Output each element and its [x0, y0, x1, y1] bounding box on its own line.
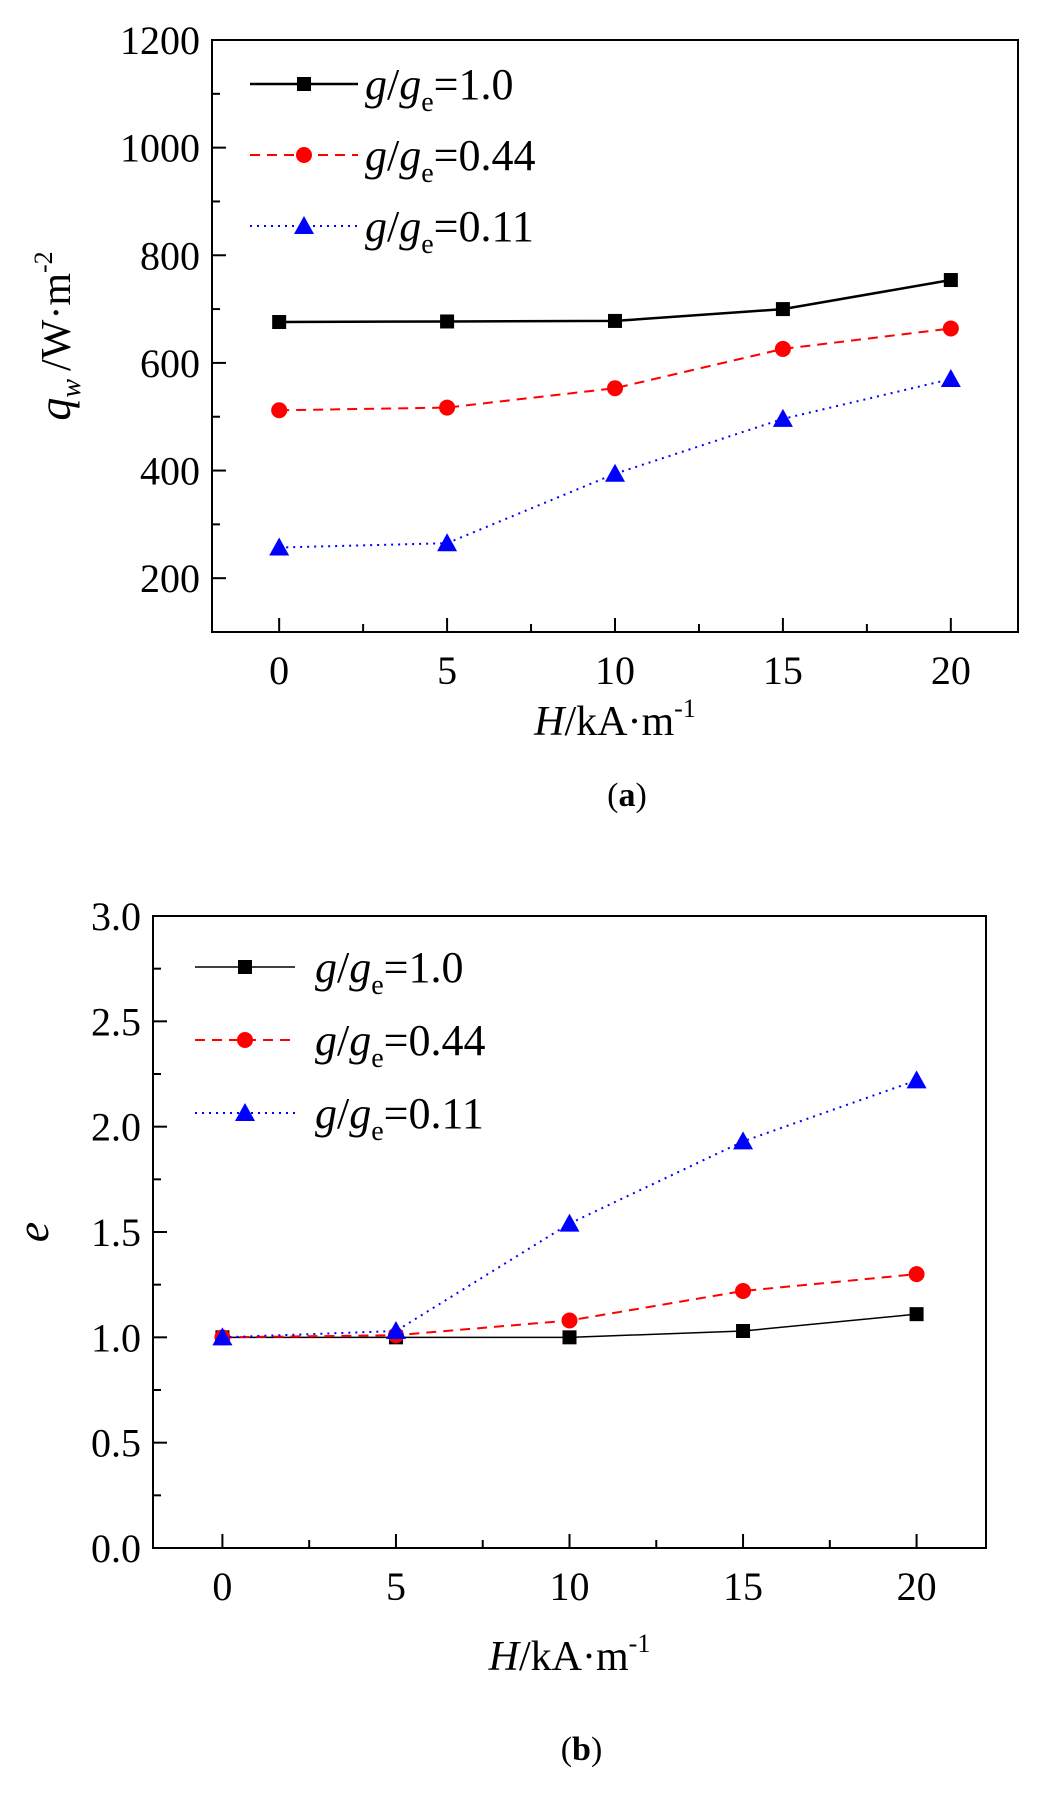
y-tick-label: 2.0: [91, 1105, 141, 1150]
x-tick-label: 0: [269, 648, 289, 693]
y-tick-label: 1.0: [91, 1315, 141, 1360]
series-g/g_e=1.0: [272, 273, 958, 330]
x-tick-label: 5: [437, 648, 457, 693]
series-line: [279, 327, 951, 412]
x-tick-label: 0: [212, 1564, 232, 1609]
x-tick-label: 20: [897, 1564, 937, 1609]
legend-entry: g/ge=0.11: [250, 202, 534, 260]
y-axis-label: e: [7, 1222, 58, 1242]
legend-marker: [237, 1032, 253, 1048]
data-point: [385, 1321, 406, 1340]
legend-marker: [235, 1103, 255, 1121]
series-g/g_e=0.11: [269, 369, 961, 556]
series-g/g_e=0.44: [271, 320, 959, 419]
legend-entry: g/ge=0.44: [195, 1016, 486, 1074]
legend-label: g/ge=0.44: [315, 1016, 486, 1074]
legend-entry: g/ge=0.11: [195, 1089, 484, 1147]
legend-marker: [294, 216, 314, 234]
x-tick-label: 15: [723, 1564, 763, 1609]
legend-entry: g/ge=1.0: [250, 60, 514, 118]
y-tick-label: 800: [140, 233, 200, 278]
data-point: [772, 408, 793, 427]
legend-label: g/ge=0.11: [365, 202, 534, 260]
y-tick-label: 2.5: [91, 999, 141, 1044]
y-tick-label: 0.0: [91, 1526, 141, 1571]
plot-frame: [211, 39, 1019, 633]
data-point: [943, 273, 958, 288]
data-point: [605, 463, 625, 482]
legend-label: g/ge=1.0: [365, 60, 514, 118]
data-point: [212, 1327, 233, 1346]
legend-label: g/ge=0.44: [365, 131, 536, 189]
data-point: [269, 537, 290, 556]
data-point: [774, 340, 791, 357]
series-g/g_e=0.11: [212, 1070, 927, 1346]
legend-entry: g/ge=1.0: [195, 943, 464, 1001]
data-point: [906, 1070, 927, 1089]
chart-panel-a: 0 5 10 15 20 200 400 600 800 1000 1200 g/ge=1.0 g/ge…: [29, 18, 1019, 745]
data-point: [735, 1282, 752, 1299]
data-point: [940, 369, 961, 388]
series-line: [279, 378, 952, 549]
data-point: [942, 320, 959, 337]
y-tick-label: 600: [140, 341, 200, 386]
y-axis-label: qw/W·m-2: [29, 251, 87, 420]
x-axis-label: H/kA·m-1: [488, 1629, 651, 1680]
data-point: [908, 1266, 925, 1283]
y-tick-label: 1.5: [91, 1210, 141, 1255]
data-point: [272, 315, 287, 330]
legend-marker: [297, 77, 311, 91]
x-tick-label: 20: [931, 648, 971, 693]
x-tick-label: 10: [550, 1564, 590, 1609]
x-axis-label: H/kA·m-1: [533, 694, 696, 745]
data-point: [607, 380, 623, 397]
data-point: [561, 1312, 578, 1329]
data-point: [608, 313, 622, 328]
data-point: [559, 1213, 580, 1232]
y-tick-label: 1200: [120, 18, 200, 63]
legend-label: g/ge=1.0: [315, 943, 464, 1001]
plot-frame: [152, 915, 987, 1549]
y-tick-label: 0.5: [91, 1421, 141, 1466]
legend-label: g/ge=0.11: [315, 1089, 484, 1147]
x-tick-label: 15: [763, 648, 803, 693]
data-point: [909, 1307, 924, 1322]
data-point: [736, 1324, 751, 1339]
y-tick-label: 200: [140, 556, 200, 601]
x-tick-label: 5: [386, 1564, 406, 1609]
series-line: [222, 1079, 917, 1339]
panel-caption: (b): [561, 1731, 603, 1768]
data-point: [439, 399, 456, 416]
data-point: [733, 1131, 754, 1150]
data-point: [440, 314, 455, 329]
data-point: [775, 302, 790, 317]
chart-panel-b: 0 5 10 15 20 0.0 0.5 1.0 1.5 2.0 2.5 3.0 g/ge=1.0 g/g…: [7, 894, 987, 1680]
legend-entry: g/ge=0.44: [250, 131, 536, 189]
y-tick-label: 400: [140, 449, 200, 494]
y-tick-label: 3.0: [91, 894, 141, 939]
data-point: [437, 533, 458, 552]
legend-marker: [238, 960, 252, 974]
data-point: [271, 402, 288, 419]
y-tick-label: 1000: [120, 126, 200, 171]
x-tick-label: 10: [595, 648, 635, 693]
data-point: [562, 1330, 577, 1345]
legend-marker: [296, 147, 312, 163]
panel-caption: (a): [607, 777, 647, 814]
